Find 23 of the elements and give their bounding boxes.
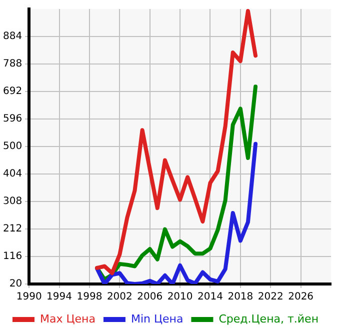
y-tick-label: 116: [2, 251, 22, 262]
x-tick-label: 1998: [76, 292, 102, 303]
y-tick-label: 500: [2, 141, 22, 152]
x-tick-label: 2022: [258, 292, 284, 303]
x-tick-label: 1990: [16, 292, 42, 303]
y-tick-label: 20: [9, 278, 22, 290]
y-tick-label: 692: [2, 86, 22, 98]
legend-label: Max Цена: [40, 312, 96, 326]
y-tick-label: 596: [2, 114, 22, 125]
x-tick-label: 2018: [228, 292, 254, 303]
x-tick-label: 2010: [167, 292, 193, 303]
y-tick-label: 212: [2, 224, 22, 235]
x-tick-label: 2014: [198, 292, 223, 303]
y-tick-label: 404: [2, 168, 22, 180]
legend-label: Сред.Цена, т.йен: [218, 312, 319, 326]
legend-label: Min Цена: [130, 312, 184, 326]
x-tick-label: 2006: [137, 292, 163, 303]
x-tick-label: 2026: [288, 292, 314, 303]
y-tick-label: 788: [2, 58, 22, 70]
x-tick-label: 2002: [106, 292, 132, 303]
y-tick-label: 308: [2, 196, 22, 208]
x-tick-label: 1994: [46, 292, 72, 303]
y-tick-label: 884: [2, 31, 22, 42]
